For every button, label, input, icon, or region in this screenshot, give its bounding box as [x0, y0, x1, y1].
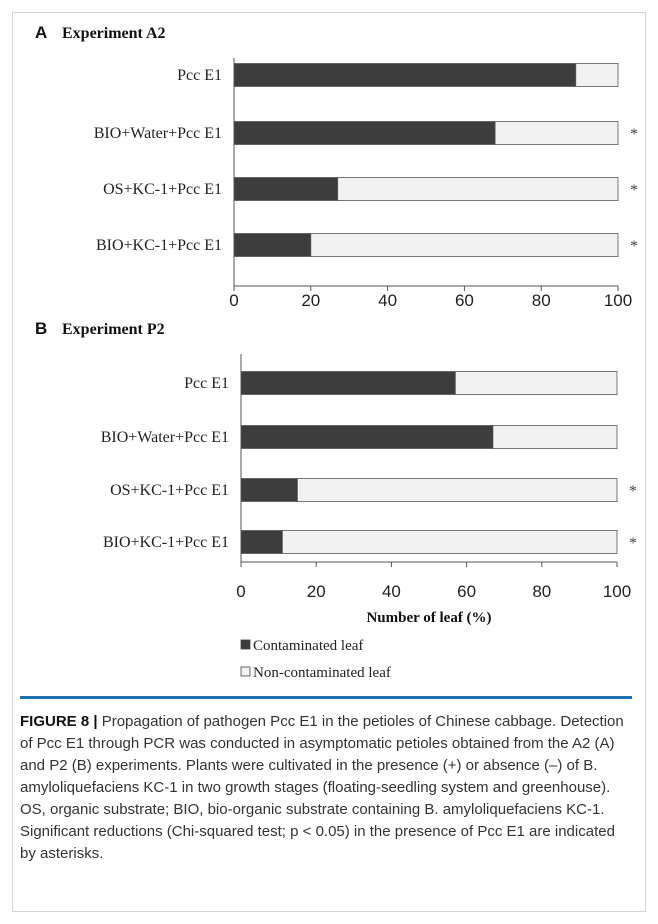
x-tick-label: 100 — [604, 291, 632, 310]
x-tick-label: 40 — [378, 291, 397, 310]
figure-chart: A Experiment A2 0 20 40 60 80 100 Pcc E1 BIO+Wate… — [35, 23, 638, 681]
x-tick-label: 0 — [229, 291, 238, 310]
x-tick-label: 60 — [457, 582, 476, 601]
bar-non-contaminated — [281, 530, 618, 554]
category-label: BIO+KC-1+Pcc E1 — [96, 237, 222, 254]
bar-contaminated — [233, 63, 577, 87]
significance-asterisk: * — [629, 483, 637, 500]
significance-asterisk: * — [630, 126, 638, 143]
panel-letter: A — [35, 23, 47, 42]
x-tick-label: 80 — [532, 582, 551, 601]
bar-non-contaminated — [337, 177, 619, 201]
x-tick-label: 20 — [301, 291, 320, 310]
significance-asterisk: * — [630, 238, 638, 255]
x-axis-title: Number of leaf (%) — [366, 610, 491, 626]
bar-contaminated — [240, 530, 283, 554]
category-label: BIO+KC-1+Pcc E1 — [103, 534, 229, 551]
caption-text: Propagation of pathogen Pcc E1 in the pe… — [20, 713, 624, 862]
category-label: OS+KC-1+Pcc E1 — [110, 482, 229, 499]
legend-label: Contaminated leaf — [253, 638, 363, 654]
bar-non-contaminated — [454, 371, 618, 395]
x-tick-label: 60 — [455, 291, 474, 310]
category-label: OS+KC-1+Pcc E1 — [103, 181, 222, 198]
bar-contaminated — [233, 233, 312, 257]
legend-label: Non-contaminated leaf — [253, 665, 391, 681]
bar-non-contaminated — [296, 478, 618, 502]
x-tick-label: 20 — [307, 582, 326, 601]
figure-frame — [12, 12, 646, 912]
x-tick-label: 40 — [382, 582, 401, 601]
panel-title: Experiment A2 — [62, 25, 166, 42]
category-label: BIO+Water+Pcc E1 — [94, 125, 222, 142]
bar-non-contaminated — [310, 233, 619, 257]
significance-asterisk: * — [630, 182, 638, 199]
category-label: BIO+Water+Pcc E1 — [101, 429, 229, 446]
bar-contaminated — [233, 177, 339, 201]
x-tick-label: 0 — [236, 582, 245, 601]
panel-title: Experiment P2 — [62, 321, 165, 338]
legend-swatch — [240, 666, 251, 677]
bar-non-contaminated — [492, 425, 618, 449]
bar-contaminated — [233, 121, 496, 145]
category-label: Pcc E1 — [177, 67, 222, 84]
x-tick-label: 100 — [603, 582, 631, 601]
bar-contaminated — [240, 371, 456, 395]
figure-caption: FIGURE 8 | Propagation of pathogen Pcc E… — [20, 696, 632, 865]
bar-contaminated — [240, 478, 298, 502]
panel-letter: B — [35, 319, 47, 338]
bar-non-contaminated — [575, 63, 619, 87]
bar-non-contaminated — [494, 121, 619, 145]
x-tick-label: 80 — [532, 291, 551, 310]
legend-swatch — [240, 639, 251, 650]
significance-asterisk: * — [629, 535, 637, 552]
bar-contaminated — [240, 425, 494, 449]
category-label: Pcc E1 — [184, 375, 229, 392]
caption-lead: FIGURE 8 | — [20, 713, 98, 730]
